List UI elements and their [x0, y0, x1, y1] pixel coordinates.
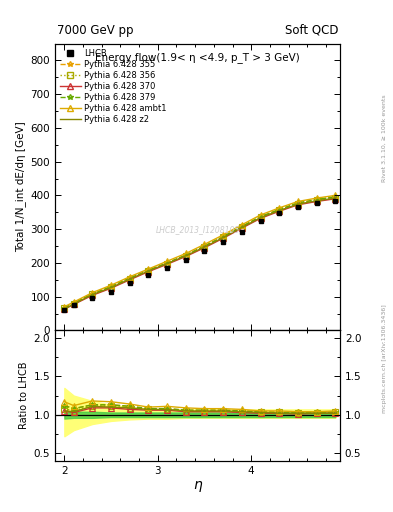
Text: 7000 GeV pp: 7000 GeV pp — [57, 24, 134, 37]
Text: mcplots.cern.ch [arXiv:1306.3436]: mcplots.cern.ch [arXiv:1306.3436] — [382, 304, 387, 413]
Text: Energy flow(1.9< η <4.9, p_T > 3 GeV): Energy flow(1.9< η <4.9, p_T > 3 GeV) — [95, 52, 300, 63]
Text: LHCB_2013_I1208105: LHCB_2013_I1208105 — [155, 225, 240, 234]
Text: Rivet 3.1.10, ≥ 100k events: Rivet 3.1.10, ≥ 100k events — [382, 94, 387, 182]
Text: Soft QCD: Soft QCD — [285, 24, 339, 37]
Y-axis label: Total 1/N_int dE/dη [GeV]: Total 1/N_int dE/dη [GeV] — [15, 121, 26, 252]
X-axis label: η: η — [193, 478, 202, 493]
Legend: LHCB, Pythia 6.428 355, Pythia 6.428 356, Pythia 6.428 370, Pythia 6.428 379, Py: LHCB, Pythia 6.428 355, Pythia 6.428 356… — [57, 46, 169, 126]
Y-axis label: Ratio to LHCB: Ratio to LHCB — [19, 362, 29, 430]
